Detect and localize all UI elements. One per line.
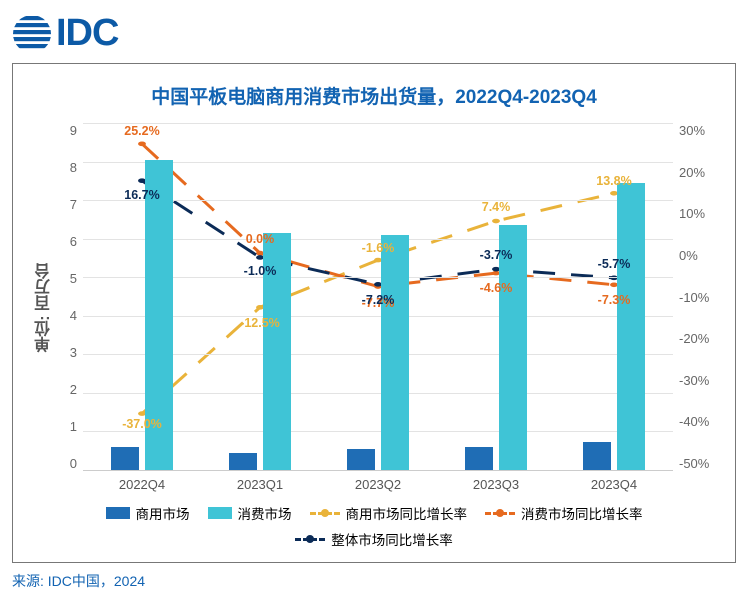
- point-label-consumer_yoy: -7.3%: [598, 293, 631, 307]
- bar-commercial: [465, 447, 493, 470]
- x-tick: 2022Q4: [83, 477, 201, 492]
- y-right-tick: 10%: [679, 206, 705, 221]
- idc-logo-text: IDC: [56, 12, 118, 55]
- point-label-commercial_yoy: 13.8%: [596, 174, 631, 188]
- y-right-tick: -30%: [679, 373, 709, 388]
- page: IDC 中国平板电脑商用消费市场出货量，2022Q4-2023Q4 单位: 百万…: [0, 0, 748, 610]
- legend-item: 商用市场: [106, 503, 190, 523]
- legend-label: 消费市场同比增长率: [521, 503, 643, 523]
- legend-swatch-bar: [208, 507, 232, 519]
- y-axis-left: 9 8 7 6 5 4 3 2 1 0: [61, 123, 83, 493]
- x-tick: 2023Q2: [319, 477, 437, 492]
- chart-card: 中国平板电脑商用消费市场出货量，2022Q4-2023Q4 单位: 百万台 9 8…: [12, 63, 736, 563]
- y-right-tick: -40%: [679, 414, 709, 429]
- y-right-tick: -10%: [679, 290, 709, 305]
- gridline: [83, 123, 673, 124]
- point-label-total_yoy: 16.7%: [124, 188, 159, 202]
- y-right-tick: 20%: [679, 165, 705, 180]
- y-left-tick: 0: [70, 456, 77, 471]
- legend-label: 消费市场: [238, 503, 292, 523]
- y-right-tick: -20%: [679, 331, 709, 346]
- x-axis-labels: 2022Q42023Q12023Q22023Q32023Q4: [83, 477, 673, 492]
- line-total_yoy: [142, 181, 614, 285]
- y-left-tick: 9: [70, 123, 77, 138]
- point-label-consumer_yoy: 0.0%: [246, 232, 275, 246]
- globe-icon: [12, 14, 52, 54]
- bar-consumer: [381, 235, 409, 470]
- legend-item: 商用市场同比增长率: [310, 503, 468, 523]
- legend-label: 整体市场同比增长率: [331, 529, 453, 549]
- point-label-commercial_yoy: -37.0%: [122, 417, 162, 431]
- point-label-consumer_yoy: 25.2%: [124, 124, 159, 138]
- plot-area: 单位: 百万台 9876543210 2022Q42023Q12023Q2202…: [33, 123, 715, 493]
- y-axis-right: 30% 20% 10% 0% -10% -20% -30% -40% -50%: [673, 123, 715, 493]
- marker-commercial_yoy: [492, 219, 500, 224]
- y-left-label: 单位: 百万台: [33, 263, 57, 353]
- point-label-total_yoy: -3.7%: [480, 248, 513, 262]
- legend-label: 商用市场同比增长率: [346, 503, 468, 523]
- point-label-commercial_yoy: -1.6%: [362, 241, 395, 255]
- y-left-tick: 6: [70, 234, 77, 249]
- x-tick: 2023Q3: [437, 477, 555, 492]
- plot: 2022Q42023Q12023Q22023Q32023Q4 -37.0%-12…: [83, 123, 673, 471]
- y-left-tick: 7: [70, 197, 77, 212]
- line-consumer_yoy: [142, 144, 614, 287]
- y-left-tick: 1: [70, 419, 77, 434]
- y-left-tick: 8: [70, 160, 77, 175]
- y-left-tick: 4: [70, 308, 77, 323]
- point-label-total_yoy: -1.0%: [244, 264, 277, 278]
- y-left-tick: 2: [70, 382, 77, 397]
- point-label-total_yoy: -7.2%: [362, 293, 395, 307]
- y-right-tick: 30%: [679, 123, 705, 138]
- y-right-tick: 0%: [679, 248, 698, 263]
- point-label-commercial_yoy: 7.4%: [482, 200, 511, 214]
- legend-label: 商用市场: [136, 503, 190, 523]
- bar-commercial: [111, 447, 139, 470]
- point-label-commercial_yoy: -12.5%: [240, 316, 280, 330]
- bar-commercial: [583, 442, 611, 470]
- x-tick: 2023Q1: [201, 477, 319, 492]
- source-text: 来源: IDC中国，2024: [12, 571, 736, 591]
- legend-item: 整体市场同比增长率: [295, 529, 453, 549]
- legend-swatch-bar: [106, 507, 130, 519]
- legend-item: 消费市场同比增长率: [485, 503, 643, 523]
- x-tick: 2023Q4: [555, 477, 673, 492]
- marker-consumer_yoy: [138, 142, 146, 147]
- bar-consumer: [617, 183, 645, 470]
- y-left-tick: 5: [70, 271, 77, 286]
- chart-title: 中国平板电脑商用消费市场出货量，2022Q4-2023Q4: [33, 82, 715, 109]
- y-right-tick: -50%: [679, 456, 709, 471]
- y-left-tick: 3: [70, 345, 77, 360]
- legend-item: 消费市场: [208, 503, 292, 523]
- legend: 商用市场 消费市场 商用市场同比增长率 消费市场同比增长率整体市场同比增长率: [33, 503, 715, 549]
- point-label-total_yoy: -5.7%: [598, 257, 631, 271]
- idc-logo: IDC: [12, 12, 736, 55]
- bar-commercial: [229, 453, 257, 470]
- point-label-consumer_yoy: -4.6%: [480, 281, 513, 295]
- bar-commercial: [347, 449, 375, 470]
